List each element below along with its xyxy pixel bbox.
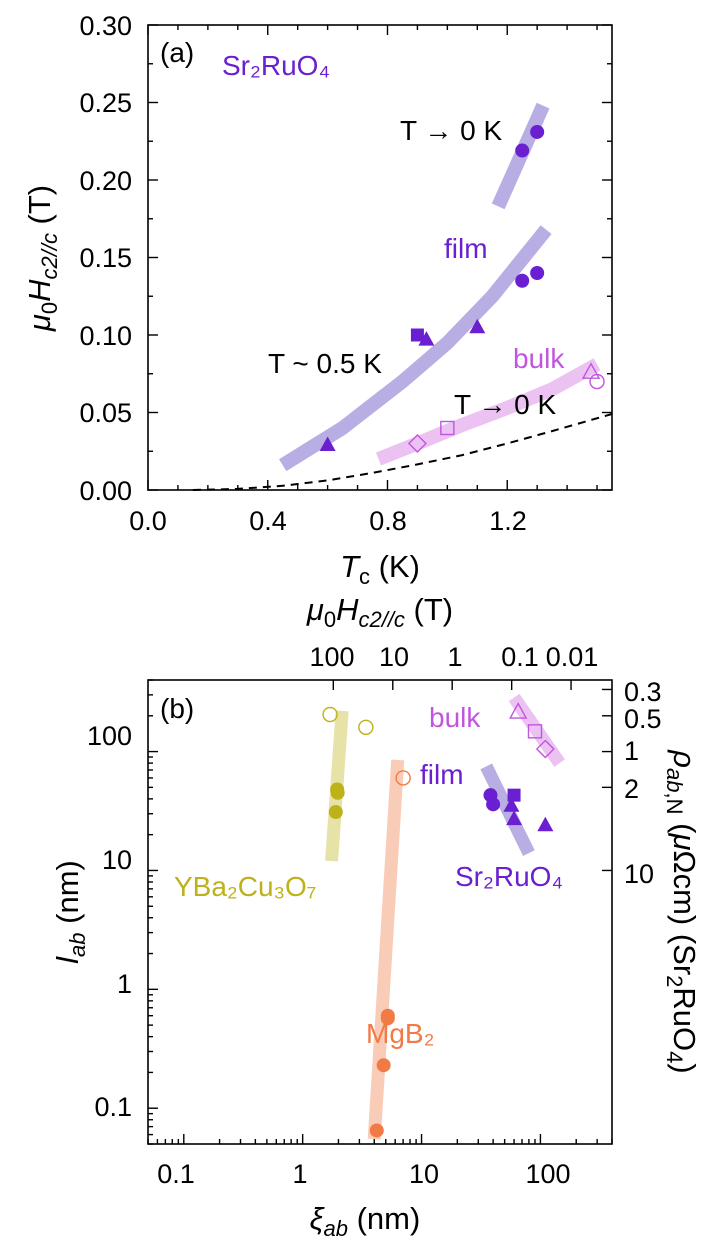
a-x-tick-1: 0.4 <box>249 506 287 536</box>
panel-a: 0.0 0.4 0.8 1.2 0.00 0.05 0.10 0.15 0.20… <box>22 11 613 589</box>
b-right-tick-1: 0.5 <box>624 704 662 734</box>
a-x-tick-3: 1.2 <box>489 506 527 536</box>
b-point-film-circle-1 <box>486 797 501 812</box>
a-y-tick-3: 0.15 <box>79 243 132 273</box>
a-anno-bulk: bulk <box>513 343 565 374</box>
b-x-tick-1: 1 <box>292 1159 307 1189</box>
a-band-film-t-0-5-k-1 <box>279 225 552 472</box>
b-point-yba2cu3o7-circle-1 <box>330 785 345 800</box>
b-point-bulk-diamond-0 <box>535 739 555 759</box>
a-y-tick-6: 0.30 <box>79 11 132 41</box>
a-x-tick-0: 0.0 <box>129 506 167 536</box>
panel-b: 0.1 1 10 100 0.1 1 10 100 100 10 1 0.1 0… <box>50 592 702 1241</box>
a-point-film-t-0-5-k-triangle-0 <box>319 436 336 452</box>
b-y-tick-3: 100 <box>87 721 132 751</box>
b-anno-sro: Sr₂RuO₄ <box>455 861 563 892</box>
a-anno-t0-film: T → 0 K <box>400 115 503 146</box>
b-top-tick-1: 10 <box>379 642 409 672</box>
b-right-tick-3: 2 <box>624 774 639 804</box>
a-point-film-t-0-5-k-triangle-2 <box>469 318 486 334</box>
a-y-tick-5: 0.25 <box>79 88 132 118</box>
a-point-film-t-0-5-k-circle-0 <box>515 273 530 288</box>
b-point-mgb2-circle-1 <box>380 1011 395 1026</box>
a-panel-label: (a) <box>160 37 194 68</box>
panel-b-ticks <box>147 679 613 1145</box>
b-point-mgb2-circle-0 <box>395 770 411 786</box>
a-point-bulk-square-0 <box>440 420 455 436</box>
a-point-film-t-0-k-circle-0 <box>515 143 530 158</box>
b-point-bulk-square-0 <box>527 724 543 739</box>
a-point-bulk-circle-0 <box>589 373 605 390</box>
b-anno-film: film <box>420 759 464 790</box>
b-x-tick-0: 0.1 <box>157 1159 195 1189</box>
b-anno-ybco: YBa₂Cu₃O₇ <box>174 871 316 902</box>
a-y-tick-2: 0.10 <box>79 321 132 351</box>
panel-a-points <box>319 124 605 453</box>
b-right-tick-4: 10 <box>624 859 654 889</box>
panel-a-dashed-curve <box>192 413 613 491</box>
b-y-axis-label: lab (nm) <box>50 860 90 964</box>
a-anno-t0-bulk: T → 0 K <box>454 389 557 420</box>
a-point-film-t-0-k-circle-1 <box>530 124 545 139</box>
b-point-film-triangle-1 <box>506 810 523 826</box>
b-point-film-triangle-0 <box>503 797 520 812</box>
b-point-film-triangle-2 <box>537 816 554 832</box>
b-top-tick-4: 0.01 <box>546 642 599 672</box>
b-right-tick-2: 1 <box>624 736 639 766</box>
b-y-tick-1: 1 <box>117 969 132 999</box>
b-anno-mgb2: MgB₂ <box>366 1018 434 1049</box>
b-point-mgb2-circle-3 <box>369 1123 384 1138</box>
b-right-axis-label: ρab,N (μΩcm) (Sr2RuO4) <box>662 749 702 1074</box>
b-point-mgb2-circle-2 <box>376 1058 391 1073</box>
a-y-tick-4: 0.20 <box>79 166 132 196</box>
a-point-film-t-0-5-k-circle-1 <box>530 266 545 280</box>
a-anno-film: film <box>444 233 488 264</box>
b-point-bulk-triangle-0 <box>509 702 528 719</box>
a-y-tick-1: 0.05 <box>79 398 132 428</box>
b-x-tick-2: 10 <box>409 1159 439 1189</box>
a-y-tick-0: 0.00 <box>79 476 132 506</box>
b-point-film-square-0 <box>507 788 521 802</box>
a-y-axis-label: μ0Hc2//c (T) <box>22 185 62 332</box>
b-y-tick-0: 0.1 <box>94 1092 132 1122</box>
a-title: Sr₂RuO₄ <box>222 50 330 81</box>
a-x-axis-label: Tc (K) <box>340 549 420 589</box>
b-x-tick-3: 100 <box>525 1159 570 1189</box>
b-x-axis-label: ξab (nm) <box>310 1201 421 1241</box>
a-x-tick-2: 0.8 <box>369 506 407 536</box>
b-top-tick-0: 100 <box>309 642 354 672</box>
a-point-film-t-0-5-k-square-0 <box>410 328 424 342</box>
panel-b-frame <box>147 679 613 1145</box>
b-point-yba2cu3o7-circle-0 <box>322 706 338 723</box>
b-top-tick-3: 0.1 <box>501 642 539 672</box>
a-point-film-t-0-5-k-triangle-1 <box>418 331 435 346</box>
b-top-tick-2: 1 <box>447 642 462 672</box>
b-band-mgb2 <box>367 759 405 1140</box>
b-panel-label: (b) <box>160 693 194 724</box>
panel-a-frame <box>147 24 613 491</box>
panel-a-ticks <box>147 24 612 491</box>
a-anno-t05: T ~ 0.5 K <box>268 348 382 379</box>
b-y-tick-2: 10 <box>102 845 132 875</box>
a-point-bulk-diamond-0 <box>407 434 427 453</box>
panel-b-points <box>322 702 555 1138</box>
b-top-axis-label: μ0Hc2//c (T) <box>306 592 453 632</box>
b-point-yba2cu3o7-circle-2 <box>328 805 343 820</box>
b-right-tick-0: 0.3 <box>624 677 662 707</box>
b-point-yba2cu3o7-circle-1 <box>358 719 374 736</box>
b-anno-bulk: bulk <box>429 702 481 733</box>
